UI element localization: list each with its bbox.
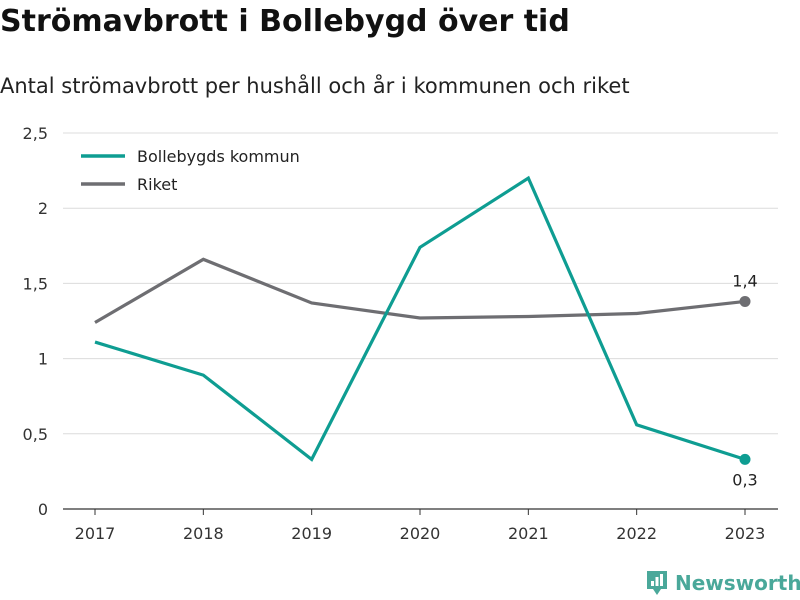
y-tick-label: 2,5 (23, 124, 48, 143)
series-line-kommun (94, 175, 746, 462)
x-tick-label: 2022 (616, 524, 657, 543)
y-tick-label: 1,5 (23, 274, 48, 293)
endpoint-marker-kommun (739, 453, 751, 465)
legend-label: Riket (137, 175, 177, 194)
chart-subtitle: Antal strömavbrott per hushåll och år i … (0, 74, 630, 98)
data-label: 0,3 (732, 470, 757, 489)
y-tick-label: 0,5 (23, 425, 48, 444)
y-tick-label: 1 (38, 350, 48, 369)
x-tick-label: 2023 (725, 524, 766, 543)
x-tick-label: 2020 (400, 524, 441, 543)
y-tick-label: 0 (38, 500, 48, 519)
brand-logo: Newsworthy (645, 569, 800, 597)
x-tick-label: 2018 (183, 524, 224, 543)
x-tick-label: 2017 (75, 524, 116, 543)
y-tick-label: 2 (38, 199, 48, 218)
endpoint-marker-riket (739, 295, 751, 307)
x-tick-label: 2021 (508, 524, 549, 543)
legend-label: Bollebygds kommun (137, 147, 300, 166)
x-tick-label: 2019 (291, 524, 332, 543)
series-line-riket (94, 257, 746, 324)
brand-name: Newsworthy (675, 571, 800, 595)
data-label: 1,4 (732, 271, 757, 290)
chart-title: Strömavbrott i Bollebygd över tid (0, 4, 570, 39)
newsworthy-logo-icon (647, 571, 667, 595)
